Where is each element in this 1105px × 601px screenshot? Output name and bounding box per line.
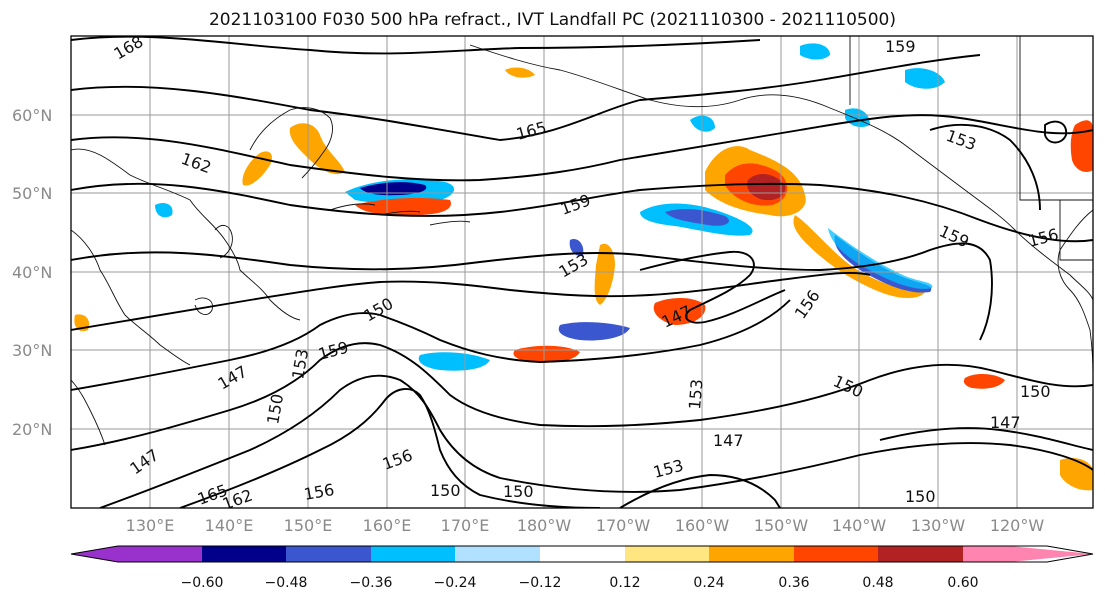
borders-canada <box>849 36 1093 261</box>
contour-label: 150 <box>503 482 534 501</box>
lat-label: 60°N <box>12 106 52 125</box>
lat-label: 30°N <box>12 341 52 360</box>
colorbar: −0.60 −0.48 −0.36 −0.24 −0.12 0.12 0.24 … <box>70 545 1094 591</box>
shade-patch <box>558 322 630 341</box>
shade-patch <box>355 197 451 216</box>
coastline-alaska <box>469 44 1093 301</box>
height-contours <box>71 36 1093 508</box>
colorbar-swatches <box>70 545 1094 563</box>
colorbar-swatch <box>455 546 540 562</box>
colorbar-swatch <box>286 546 371 562</box>
shade-patch <box>747 173 786 201</box>
colorbar-tick-label: 0.24 <box>693 575 724 591</box>
lon-label: 170°W <box>596 516 651 535</box>
contour-line <box>71 54 981 141</box>
latitude-labels: 60°N 50°N 40°N 30°N 20°N <box>12 106 52 439</box>
coastline-kamchatka <box>249 107 333 179</box>
shade-patch <box>155 203 173 218</box>
shade-patch <box>653 297 706 325</box>
shade-patch <box>905 68 945 89</box>
lon-label: 140°E <box>205 516 254 535</box>
contour-line <box>1044 120 1068 144</box>
map-border <box>70 35 1094 509</box>
colorbar-swatch <box>709 546 794 562</box>
colorbar-tick-label: 0.12 <box>609 575 640 591</box>
contour-line <box>99 374 1093 508</box>
lat-label: 50°N <box>12 184 52 203</box>
contour-label: 150 <box>905 487 936 506</box>
contour-line <box>71 342 1093 451</box>
longitude-labels: 130°E 140°E 150°E 160°E 170°E 180°W 170°… <box>126 516 1045 535</box>
shade-patch <box>360 182 427 196</box>
colorbar-tick-label: 0.48 <box>862 575 893 591</box>
colorbar-tick-label: 0.36 <box>778 575 809 591</box>
colorbar-swatch <box>202 546 286 562</box>
contour-line <box>71 182 1093 243</box>
contour-label: 150 <box>430 481 461 500</box>
lon-label: 180°W <box>517 516 572 535</box>
colorbar-outline <box>70 545 1094 563</box>
colorbar-ticks: −0.60 −0.48 −0.36 −0.24 −0.12 0.12 0.24 … <box>181 575 979 591</box>
contour-line <box>879 427 1093 451</box>
contour-label: 159 <box>885 37 916 56</box>
lon-label: 170°E <box>441 516 490 535</box>
contour-line <box>71 271 871 331</box>
colorbar-tick-label: 0.60 <box>947 575 978 591</box>
contour-label: 147 <box>713 431 744 450</box>
contour-line <box>179 388 601 508</box>
lon-label: 130°W <box>911 516 966 535</box>
islands-japan <box>194 224 233 316</box>
colorbar-extend-min <box>71 546 202 562</box>
contour-line <box>619 474 781 508</box>
colorbar-tick-label: −0.36 <box>350 575 393 591</box>
contour-line <box>71 36 761 55</box>
map-title: 2021103100 F030 500 hPa refract., IVT La… <box>208 10 896 30</box>
colorbar-swatch <box>540 546 625 562</box>
shade-patch <box>505 67 535 78</box>
colorbar-swatch <box>371 546 455 562</box>
colorbar-swatch <box>625 546 709 562</box>
colorbar-swatch <box>878 546 963 562</box>
colorbar-tick-label: −0.60 <box>181 575 224 591</box>
shade-patch <box>569 239 584 256</box>
contour-label: 147 <box>990 413 1021 432</box>
contour-line <box>71 114 1093 182</box>
colorbar-swatch <box>794 546 878 562</box>
lon-label: 150°E <box>284 516 333 535</box>
colorbar-tick-label: −0.24 <box>434 575 477 591</box>
lon-label: 140°W <box>832 516 887 535</box>
shade-patch <box>418 352 490 371</box>
contour-label: 150 <box>1020 382 1051 401</box>
lon-label: 160°W <box>675 516 730 535</box>
contour-line <box>639 250 786 324</box>
colorbar-tick-label: −0.48 <box>265 575 308 591</box>
lon-label: 130°E <box>126 516 175 535</box>
shade-patch <box>665 209 729 226</box>
lat-label: 20°N <box>12 420 52 439</box>
shade-patch <box>1070 120 1093 172</box>
coastline-northamerica <box>1057 209 1093 376</box>
lon-label: 120°W <box>990 516 1045 535</box>
shade-patch <box>963 374 1005 389</box>
contour-line <box>71 242 993 341</box>
lon-label: 150°W <box>754 516 809 535</box>
contour-line <box>71 299 791 391</box>
shade-patch <box>800 43 830 60</box>
lat-label: 40°N <box>12 263 52 282</box>
contour-line <box>929 123 1041 211</box>
shade-patch <box>594 243 615 305</box>
shade-patch <box>289 123 345 175</box>
colorbar-extend-max <box>963 546 1093 562</box>
lon-label: 160°E <box>363 516 412 535</box>
contour-label: 153 <box>685 378 707 410</box>
colorbar-tick-label: −0.12 <box>519 575 562 591</box>
shade-patch <box>828 228 933 289</box>
shade-patch <box>1060 458 1093 491</box>
